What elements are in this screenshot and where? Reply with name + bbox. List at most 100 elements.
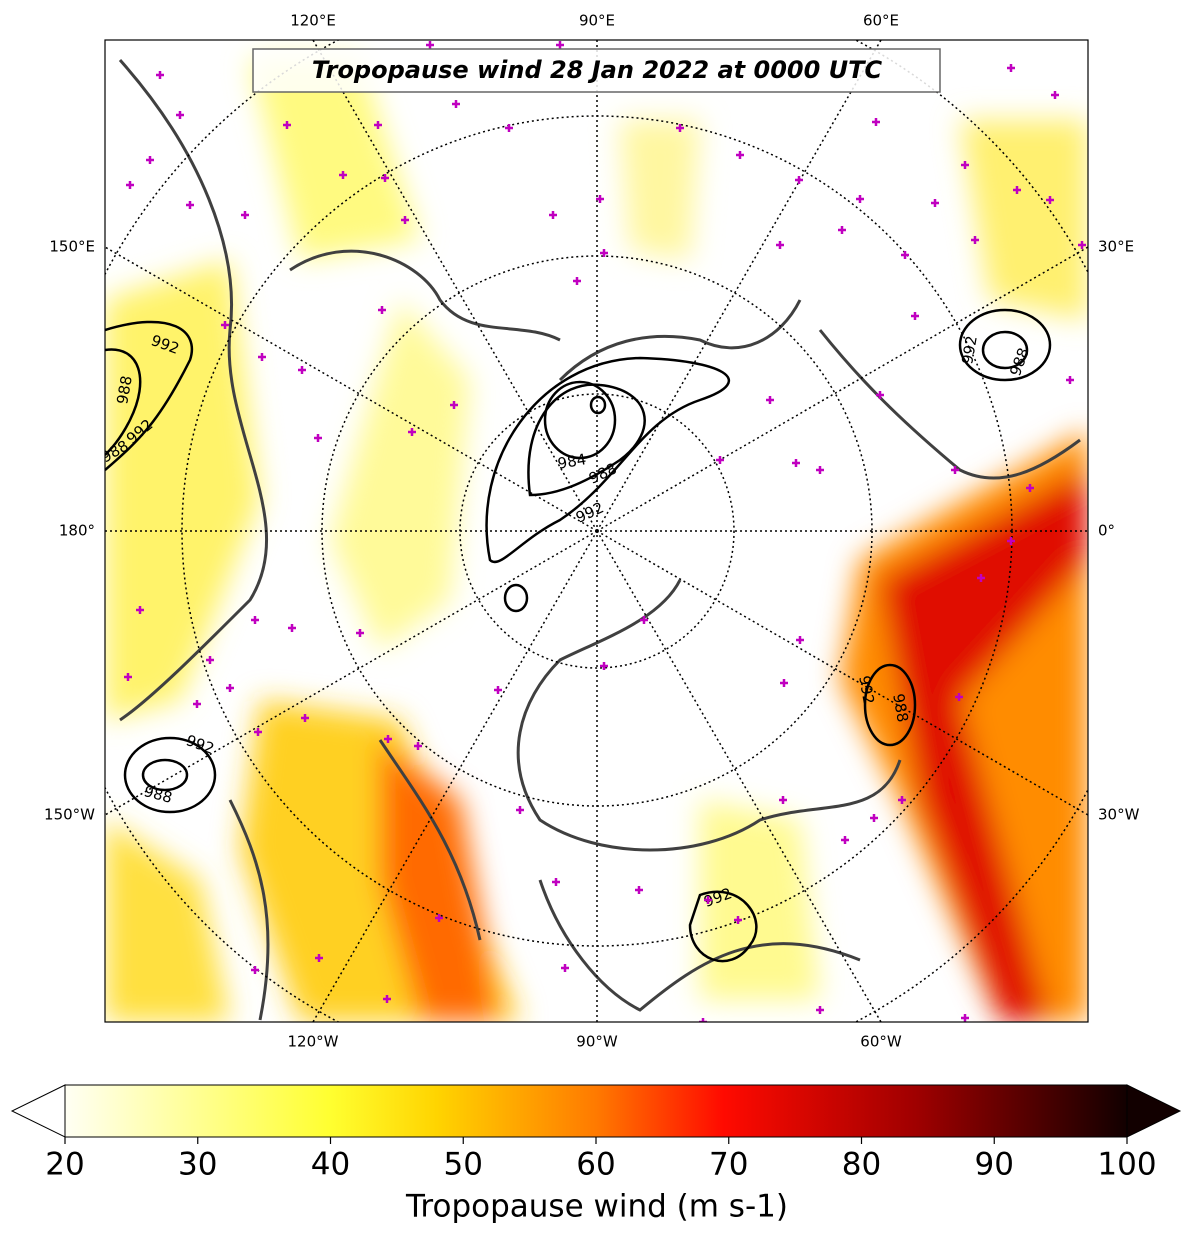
station-marker <box>977 574 985 582</box>
station-marker <box>931 199 939 207</box>
station-marker <box>401 216 409 224</box>
station-marker <box>1007 537 1015 545</box>
station-marker <box>505 124 513 132</box>
station-marker <box>841 836 849 844</box>
station-marker <box>872 118 880 126</box>
station-marker <box>452 100 460 108</box>
station-marker <box>676 124 684 132</box>
station-marker <box>838 226 846 234</box>
colorbar-tick-label: 60 <box>576 1147 615 1183</box>
station-marker <box>516 806 524 814</box>
graticule <box>105 40 1088 1022</box>
station-marker <box>716 456 724 464</box>
colorbar-tick-label: 40 <box>311 1147 350 1183</box>
station-marker <box>734 916 742 924</box>
station-marker <box>600 662 608 670</box>
station-marker <box>124 673 132 681</box>
station-marker <box>596 195 604 203</box>
station-marker <box>381 174 389 182</box>
station-marker <box>1066 376 1074 384</box>
longitude-label: 90°W <box>576 1033 618 1051</box>
map-frame <box>104 39 1089 1023</box>
station-marker <box>408 428 416 436</box>
longitude-label: 120°W <box>288 1033 339 1051</box>
station-marker <box>961 1014 969 1022</box>
station-marker <box>226 684 234 692</box>
station-marker <box>1078 241 1086 249</box>
station-marker <box>1013 186 1021 194</box>
station-marker <box>193 700 201 708</box>
station-marker <box>766 396 774 404</box>
station-marker <box>736 151 744 159</box>
station-marker <box>288 624 296 632</box>
station-marker <box>635 886 643 894</box>
station-marker <box>552 878 560 886</box>
station-marker <box>796 636 804 644</box>
longitude-labels: 120°E 90°E 60°E 150°E 30°E 180° 0° 150°W 30°W 120… <box>44 12 1140 1051</box>
station-marker <box>176 111 184 119</box>
colorbar-tick-label: 100 <box>1097 1147 1156 1183</box>
longitude-label: 30°W <box>1098 806 1140 824</box>
station-marker <box>251 616 259 624</box>
longitude-label: 0° <box>1098 522 1115 540</box>
station-marker <box>816 466 824 474</box>
station-marker <box>549 211 557 219</box>
colorbar-extend-high <box>1126 1084 1182 1138</box>
station-marker <box>573 277 581 285</box>
contour-label: 988 <box>113 374 136 405</box>
colorbar-tick-label: 80 <box>842 1147 881 1183</box>
station-marker <box>1046 196 1054 204</box>
longitude-label: 90°E <box>579 12 615 30</box>
station-marker <box>374 121 382 129</box>
station-marker <box>856 195 864 203</box>
station-marker <box>898 796 906 804</box>
station-marker <box>816 1006 824 1014</box>
wind-field <box>105 60 1088 1022</box>
station-marker <box>315 954 323 962</box>
station-marker <box>1007 64 1015 72</box>
station-marker <box>561 964 569 972</box>
station-marker <box>776 241 784 249</box>
contour-label: 988 <box>889 692 912 723</box>
station-marker <box>221 321 229 329</box>
station-marker <box>901 251 909 259</box>
station-marker <box>339 171 347 179</box>
station-marker <box>640 616 648 624</box>
longitude-label: 150°E <box>49 238 95 256</box>
station-marker <box>1026 484 1034 492</box>
station-marker <box>876 391 884 399</box>
station-marker <box>186 201 194 209</box>
colorbar-extend-low <box>10 1084 66 1138</box>
station-marker <box>955 693 963 701</box>
station-marker <box>384 735 392 743</box>
pressure-contours <box>105 308 1052 963</box>
station-marker <box>283 121 291 129</box>
station-marker <box>971 236 979 244</box>
station-marker <box>704 896 712 904</box>
station-marker <box>792 459 800 467</box>
map-title: Tropopause wind 28 Jan 2022 at 0000 UTC <box>312 56 883 84</box>
colorbar-tick-label: 90 <box>975 1147 1014 1183</box>
station-marker <box>435 914 443 922</box>
station-marker <box>356 629 364 637</box>
station-marker <box>699 1018 707 1022</box>
station-marker <box>911 312 919 320</box>
station-marker <box>494 686 502 694</box>
station-marker <box>1051 91 1059 99</box>
station-marker <box>780 679 788 687</box>
colorbar-tick-label: 70 <box>709 1147 748 1183</box>
station-marker <box>426 41 434 49</box>
contour-label: 984 <box>556 450 587 473</box>
station-marker <box>378 306 386 314</box>
station-marker <box>951 466 959 474</box>
colorbar-tick-label: 50 <box>444 1147 483 1183</box>
station-marker <box>298 366 306 374</box>
station-marker <box>795 176 803 184</box>
station-marker <box>450 401 458 409</box>
contour-label: 992 <box>855 674 878 705</box>
station-marker <box>136 606 144 614</box>
station-marker <box>241 211 249 219</box>
title-box <box>252 48 941 93</box>
station-marker <box>146 156 154 164</box>
